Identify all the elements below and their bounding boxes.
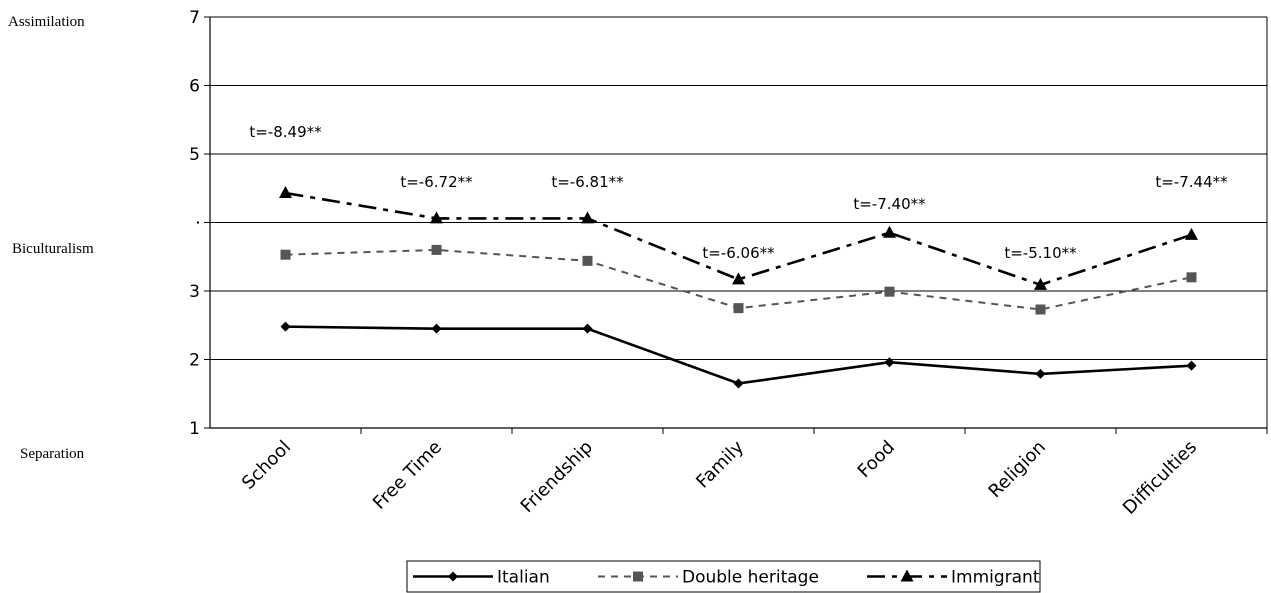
point-italian	[431, 323, 442, 334]
y-tick-label: 6	[189, 77, 200, 97]
y-tick-dot	[197, 221, 199, 224]
y-tick-label: 3	[189, 282, 200, 302]
legend: Italian Double heritage Immigrant	[406, 560, 1041, 593]
legend-marker-italian	[448, 571, 458, 582]
x-tick-label: Religion	[985, 437, 1050, 502]
annotation-label: t=-6.81**	[551, 173, 624, 191]
point-italian	[582, 323, 593, 334]
series-line-italian	[285, 325, 1192, 385]
y-tick-label: 2	[189, 351, 200, 371]
annotations: t=-8.49** t=-6.72** t=-6.81** t=-6.06** t=-7…	[249, 123, 1228, 262]
x-tick-label: School	[238, 437, 295, 494]
grid-lines	[210, 16, 1268, 428]
point-double-heritage	[431, 244, 442, 255]
point-double-heritage	[582, 255, 593, 266]
annotation-label: t=-6.06**	[702, 244, 775, 262]
point-italian	[280, 321, 291, 332]
separation-label: Separation	[20, 446, 85, 462]
y-tick-label: 7	[189, 8, 200, 28]
x-tick-label: Free Time	[369, 437, 446, 514]
point-italian	[733, 378, 744, 389]
series-immigrant	[279, 186, 1198, 290]
point-immigrant	[279, 186, 292, 199]
point-immigrant	[581, 211, 594, 224]
annotation-label: t=-5.10**	[1004, 244, 1077, 262]
point-immigrant	[430, 211, 443, 224]
assimilation-label: Assimilation	[8, 14, 85, 30]
legend-box	[406, 560, 1041, 593]
x-tick-label: Food	[854, 437, 899, 482]
point-italian	[1186, 360, 1197, 371]
point-immigrant	[883, 225, 896, 238]
y-tick-label: 5	[189, 145, 200, 165]
y-tick-label: 1	[189, 419, 200, 439]
annotation-label: t=-7.44**	[1155, 173, 1228, 191]
annotation-label: t=-8.49**	[249, 123, 322, 141]
legend-marker-double-heritage	[633, 571, 643, 582]
point-double-heritage	[733, 303, 744, 314]
point-double-heritage	[1035, 304, 1046, 315]
point-immigrant	[1034, 277, 1047, 290]
point-double-heritage	[884, 286, 895, 297]
point-double-heritage	[280, 249, 291, 260]
series-lines	[279, 186, 1198, 389]
x-tick-label: Difficulties	[1119, 437, 1201, 519]
x-tick-label: Friendship	[517, 437, 597, 517]
legend-label-double-heritage: Double heritage	[682, 568, 819, 588]
legend-label-italian: Italian	[497, 568, 550, 588]
legend-marker-immigrant	[900, 569, 914, 582]
point-italian	[884, 357, 895, 368]
legend-label-immigrant: Immigrant	[951, 568, 1040, 588]
series-double-heritage	[280, 244, 1197, 315]
point-double-heritage	[1186, 272, 1197, 283]
annotation-label: t=-7.40**	[853, 195, 926, 213]
x-tick-label: Family	[692, 436, 748, 492]
point-italian	[1035, 368, 1046, 379]
point-immigrant	[1185, 227, 1198, 240]
annotation-label: t=-6.72**	[400, 173, 473, 191]
series-line-immigrant	[285, 191, 1192, 287]
series-italian	[280, 321, 1197, 389]
biculturalism-label: Biculturalism	[12, 241, 94, 257]
point-immigrant	[732, 272, 745, 285]
